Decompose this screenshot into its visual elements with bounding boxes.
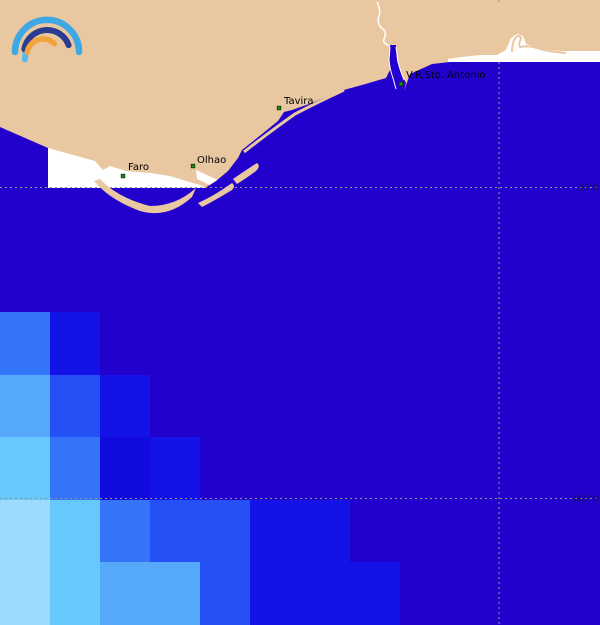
heatmap-cell [100, 375, 150, 437]
heatmap-cell [200, 562, 250, 625]
logo-outer-arc [11, 16, 83, 56]
logo-middle-arc [21, 27, 72, 52]
heatmap-cell [0, 562, 50, 625]
heatmap-cell [100, 500, 150, 562]
tavira-island [233, 163, 259, 184]
barrier-islands [94, 34, 567, 214]
city-marker [120, 173, 126, 179]
heatmap-cell [200, 500, 250, 562]
heatmap-cell [300, 562, 350, 625]
heatmap-cell [150, 437, 200, 500]
coastal-nodata-east [448, 34, 600, 62]
heatmap-cell [50, 375, 100, 437]
city-markers: Faro Olhao Tavira V.R.Sto. Antonio [120, 70, 486, 179]
heatmap-cell [100, 437, 150, 500]
logo-inner-arc [24, 36, 58, 55]
city-marker [276, 105, 282, 111]
cabanas-spit [243, 88, 345, 154]
heatmap-cell [50, 500, 100, 562]
city-label: V.R.Sto. Antonio [406, 70, 486, 81]
rainbow-logo-icon [11, 16, 83, 63]
lagoon-nodata-west [48, 148, 205, 188]
heatmap-cell [150, 562, 200, 625]
ria-formosa-crescent-island [94, 179, 196, 214]
city-marker [190, 163, 196, 169]
heatmap-cell [300, 500, 350, 562]
heatmap-cell [0, 375, 50, 437]
heatmap-cell [250, 562, 300, 625]
heatmap-cell [250, 500, 300, 562]
heatmap-cell [0, 500, 50, 562]
latitude-labels: 37°N 36.5°N [572, 184, 598, 504]
lat-label-36-5n: 36.5°N [572, 495, 598, 504]
armona-island [198, 183, 234, 207]
city-label: Faro [128, 162, 149, 173]
river-course [376, 1, 391, 47]
heatmap-cell [0, 312, 50, 375]
no-data-regions [48, 34, 600, 188]
city-label: Olhao [197, 155, 226, 166]
wave-heatmap [0, 312, 400, 625]
heatmap-cell [0, 437, 50, 500]
heatmap-cell [150, 500, 200, 562]
heatmap-cell [50, 562, 100, 625]
isla-canela-hook [511, 34, 567, 54]
heatmap-cell [50, 312, 100, 375]
heatmap-cell [100, 562, 150, 625]
estuary-west-bank [388, 46, 397, 90]
guadiana-river [376, 1, 405, 90]
city-label: Tavira [283, 96, 314, 107]
estuary-east-bank [395, 46, 405, 81]
heatmap-cell [50, 437, 100, 500]
lagoon-nodata-olhao [196, 170, 220, 186]
lat-label-37n: 37°N [579, 184, 598, 193]
heatmap-cell [350, 562, 400, 625]
city-marker [398, 81, 404, 87]
